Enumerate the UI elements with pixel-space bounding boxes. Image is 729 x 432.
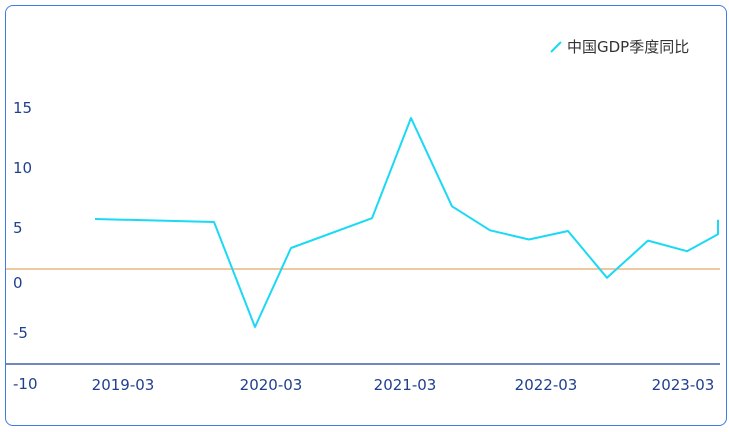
x-tick-label: 2022-03 bbox=[515, 376, 578, 394]
series-line bbox=[94, 117, 719, 328]
x-tick-label: 2019-03 bbox=[92, 376, 155, 394]
y-tick-label: 15 bbox=[13, 99, 32, 117]
legend-line-icon bbox=[550, 41, 562, 53]
legend-label: 中国GDP季度同比 bbox=[567, 38, 689, 56]
y-tick-label: 10 bbox=[13, 159, 32, 177]
legend: 中国GDP季度同比 bbox=[550, 38, 689, 56]
y-tick-label: 5 bbox=[13, 219, 23, 237]
y-tick-label: 0 bbox=[13, 274, 23, 292]
x-tick-label: 2021-03 bbox=[374, 376, 437, 394]
y-axis-ticks: -10 -5 0 5 10 15 bbox=[13, 99, 38, 393]
series-layer bbox=[94, 117, 719, 328]
y-tick-label: -5 bbox=[13, 324, 28, 342]
x-tick-label: 2020-03 bbox=[240, 376, 303, 394]
y-tick-label: -10 bbox=[13, 375, 38, 393]
chart-card bbox=[5, 5, 727, 426]
x-axis-ticks: 2019-03 2020-03 2021-03 2022-03 2023-03 bbox=[92, 376, 715, 394]
x-tick-label: 2023-03 bbox=[652, 376, 715, 394]
